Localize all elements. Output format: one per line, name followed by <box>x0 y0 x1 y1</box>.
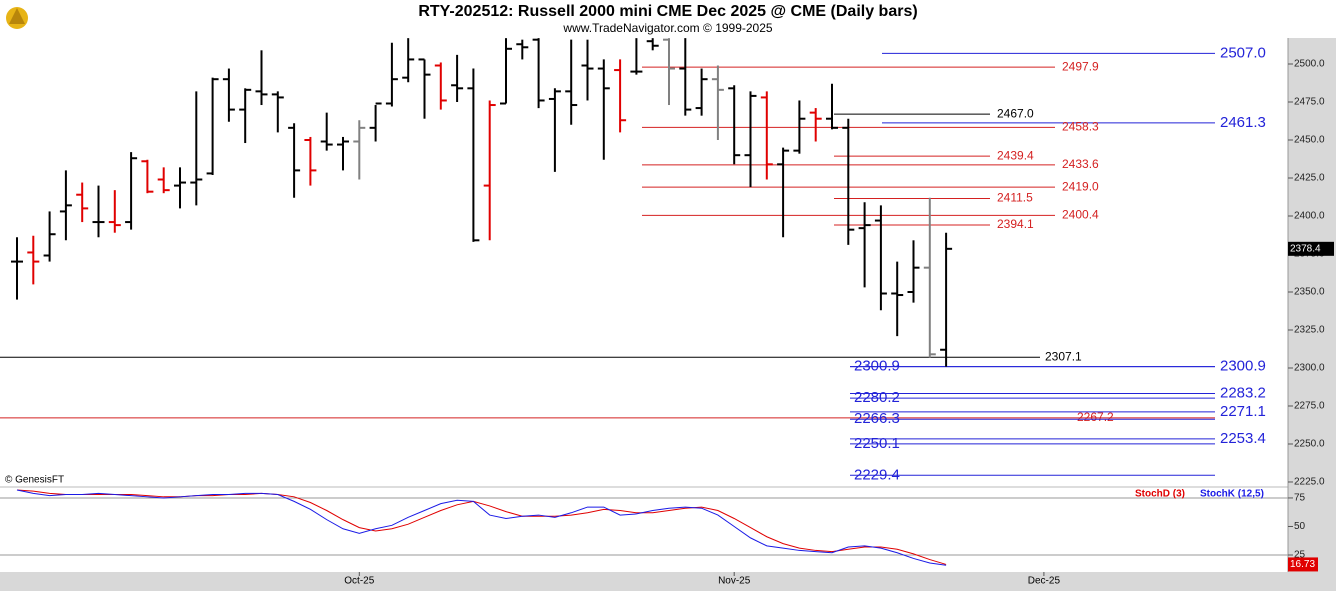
stoch-line <box>16 489 947 565</box>
y-tick-label: 2325.0 <box>1294 325 1325 336</box>
y-tick-label: 2250.0 <box>1294 439 1325 450</box>
level-label: 2411.5 <box>997 191 1033 205</box>
level-label: 2250.1 <box>854 435 900 452</box>
y-tick-label: 2500.0 <box>1294 59 1325 70</box>
y-tick-label: 25 <box>1294 550 1306 561</box>
level-label: 2283.2 <box>1220 384 1266 401</box>
level-label: 2266.3 <box>854 410 900 427</box>
last-price-label: 2378.4 <box>1290 243 1321 254</box>
level-label: 2229.4 <box>854 466 900 483</box>
level-label: 2497.9 <box>1062 59 1099 73</box>
level-label: 2507.0 <box>1220 44 1266 61</box>
legend-entry: StochD (3) <box>1135 489 1185 500</box>
last-value-box <box>1288 557 1318 572</box>
level-label: 2253.4 <box>1220 430 1266 447</box>
last-value-label: 16.73 <box>1290 559 1315 570</box>
source: © GenesisFT <box>5 475 64 486</box>
last-price-box <box>1288 241 1334 256</box>
y-tick-label: 2400.0 <box>1294 211 1325 222</box>
y-tick-label: 2225.0 <box>1294 477 1325 488</box>
level-label: 2461.3 <box>1220 114 1266 131</box>
level-label: 2467.0 <box>997 106 1034 120</box>
legend-entry: StochK (12,5) <box>1200 489 1264 500</box>
level-label: 2439.4 <box>997 148 1034 162</box>
y-tick-label: 2350.0 <box>1294 287 1325 298</box>
logo <box>6 7 28 29</box>
y-axis-strip <box>1288 38 1336 572</box>
stoch-line <box>16 489 947 566</box>
level-label: 2300.9 <box>1220 358 1266 375</box>
x-tick-label: Nov-25 <box>718 576 751 587</box>
y-tick-label: 2450.0 <box>1294 135 1325 146</box>
level-label: 2280.2 <box>854 389 900 406</box>
level-label: 2419.0 <box>1062 179 1099 193</box>
level-label: 2271.1 <box>1220 403 1266 420</box>
level-label: 2267.2 <box>1077 410 1114 424</box>
x-tick-label: Oct-25 <box>344 576 374 587</box>
y-tick-label: 2425.0 <box>1294 173 1325 184</box>
y-tick-label: 2475.0 <box>1294 97 1325 108</box>
chart-title: RTY-202512: Russell 2000 mini CME Dec 20… <box>418 3 917 20</box>
level-label: 2394.1 <box>997 217 1034 231</box>
x-tick-label: Dec-25 <box>1028 576 1061 587</box>
level-label: 2400.4 <box>1062 208 1099 222</box>
y-tick-label: 2275.0 <box>1294 401 1325 412</box>
x-axis-strip <box>0 572 1336 591</box>
y-tick-label: 2300.0 <box>1294 363 1325 374</box>
y-tick-label: 50 <box>1294 521 1306 532</box>
chart-subtitle: www.TradeNavigator.com © 1999-2025 <box>562 21 772 35</box>
level-label: 2458.3 <box>1062 120 1099 134</box>
level-label: 2307.1 <box>1045 349 1082 363</box>
level-label: 2300.9 <box>854 358 900 375</box>
y-tick-label: 75 <box>1294 493 1306 504</box>
level-label: 2433.6 <box>1062 157 1099 171</box>
